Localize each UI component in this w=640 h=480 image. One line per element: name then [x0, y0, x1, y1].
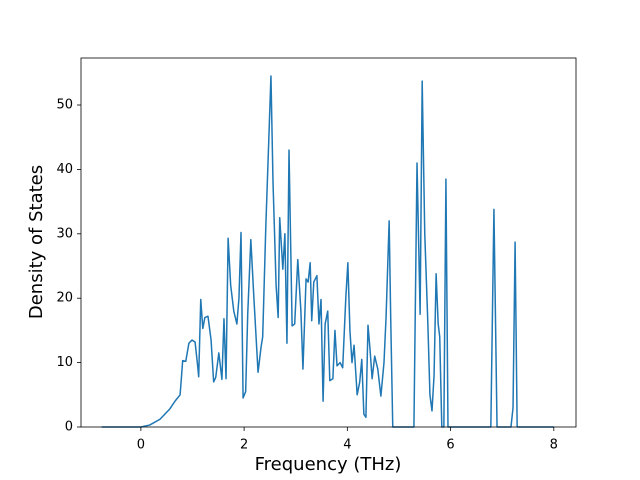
- plot-frame: [80, 57, 577, 428]
- y-tick-label: 20: [56, 291, 73, 306]
- y-tick-label: 30: [56, 226, 73, 241]
- x-axis-label: Frequency (THz): [255, 454, 402, 475]
- x-tick-label: 0: [137, 438, 145, 453]
- y-tick-label: 0: [65, 420, 73, 435]
- x-tick-label: 2: [240, 438, 248, 453]
- data-line: [101, 75, 554, 428]
- x-tick-label: 6: [446, 438, 454, 453]
- x-tick-label: 8: [550, 438, 558, 453]
- x-tick-label: 4: [343, 438, 351, 453]
- y-tick-label: 10: [56, 355, 73, 370]
- y-tick-label: 40: [56, 162, 73, 177]
- y-axis-label: Density of States: [26, 165, 47, 319]
- y-tick-label: 50: [56, 98, 73, 113]
